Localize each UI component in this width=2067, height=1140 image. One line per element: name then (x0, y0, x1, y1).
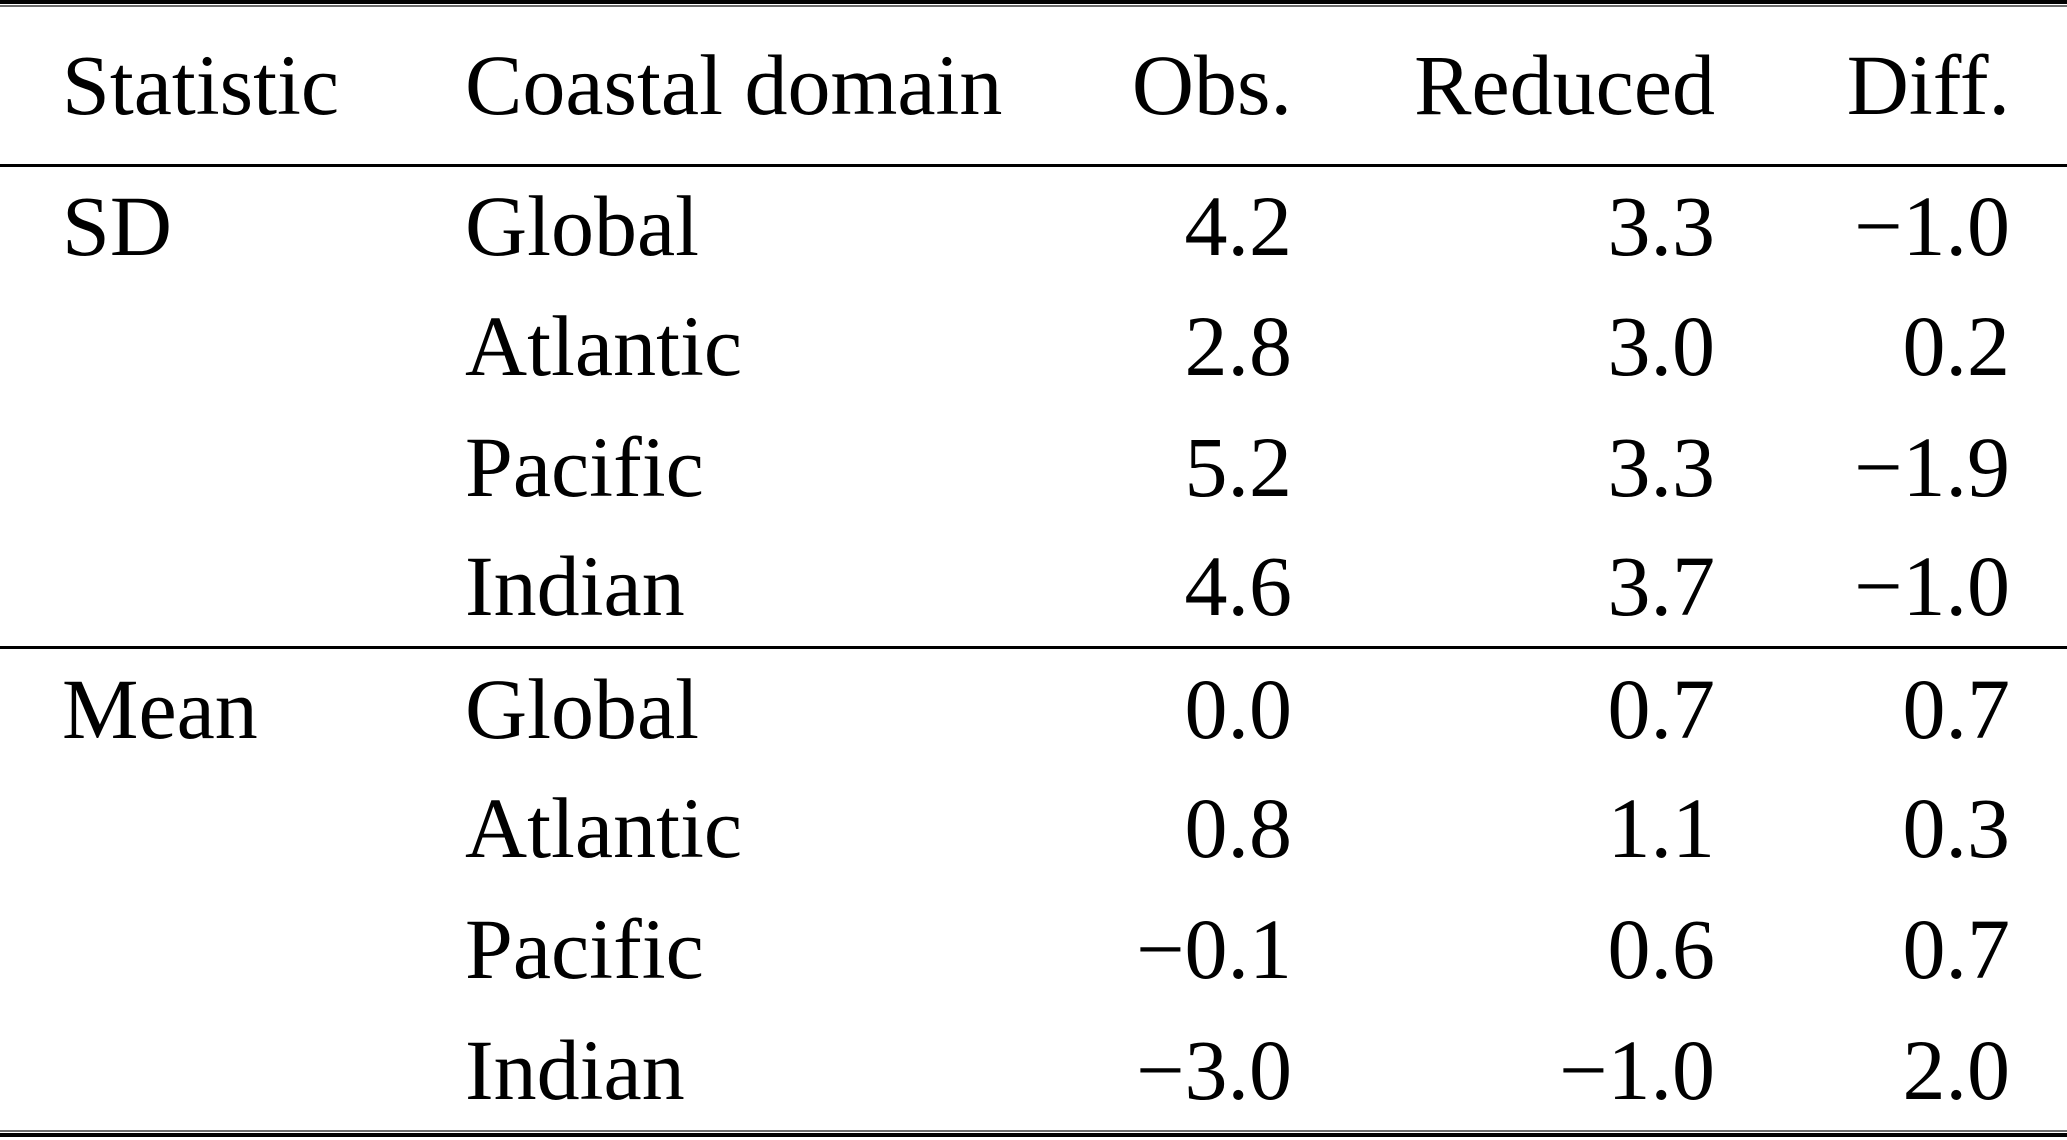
top-rule (0, 0, 2067, 7)
obs-cell: 0.0 (1184, 660, 1293, 757)
domain-cell: Pacific (465, 901, 704, 998)
section-sd: SD Global 4.2 3.3 −1.0 Atlantic 2.8 3.0 … (0, 165, 2067, 648)
obs-cell: 5.2 (1184, 418, 1293, 515)
bottom-rule-thin-line (0, 1130, 2067, 1132)
diff-cell: −1.9 (1853, 418, 2010, 515)
diff-cell: 0.7 (1902, 901, 2011, 998)
domain-cell: Indian (465, 538, 685, 635)
reduced-cell: −1.0 (1558, 1021, 1715, 1118)
table-row: Indian −3.0 −1.0 2.0 (0, 1009, 2067, 1130)
table-row: Atlantic 0.8 1.1 0.3 (0, 768, 2067, 889)
table-row: Pacific −0.1 0.6 0.7 (0, 889, 2067, 1010)
reduced-cell: 3.7 (1607, 538, 1716, 635)
reduced-cell: 3.0 (1607, 297, 1716, 394)
section-mean: Mean Global 0.0 0.7 0.7 Atlantic 0.8 1.1… (0, 648, 2067, 1131)
statistics-table: Statistic Coastal domain Obs. Reduced Di… (0, 7, 2067, 1130)
statistic-cell-empty (0, 406, 465, 527)
obs-cell: −3.0 (1135, 1021, 1292, 1118)
statistic-cell-empty (0, 889, 465, 1010)
diff-cell: 2.0 (1902, 1021, 2011, 1118)
domain-cell: Atlantic (465, 297, 743, 394)
statistic-cell-empty (0, 768, 465, 889)
domain-cell: Global (465, 178, 700, 275)
reduced-cell: 1.1 (1607, 780, 1716, 877)
reduced-cell: 0.6 (1607, 901, 1716, 998)
table-row: Indian 4.6 3.7 −1.0 (0, 527, 2067, 648)
statistic-cell: SD (62, 178, 172, 275)
col-header-obs: Obs. (1131, 37, 1292, 134)
reduced-cell: 0.7 (1607, 660, 1716, 757)
statistic-cell-empty (0, 527, 465, 648)
statistic-cell-empty (0, 286, 465, 407)
top-rule-thin-line (0, 5, 2067, 7)
col-header-reduced: Reduced (1414, 37, 1715, 134)
top-rule-thick-line (0, 0, 2067, 4)
domain-cell: Global (465, 660, 700, 757)
table-header: Statistic Coastal domain Obs. Reduced Di… (0, 7, 2067, 165)
obs-cell: 2.8 (1184, 297, 1293, 394)
bottom-rule (0, 1130, 2067, 1137)
col-header-statistic: Statistic (62, 37, 340, 134)
reduced-cell: 3.3 (1607, 418, 1716, 515)
obs-cell: −0.1 (1135, 901, 1292, 998)
col-header-coastal-domain: Coastal domain (465, 37, 1003, 134)
domain-cell: Pacific (465, 418, 704, 515)
obs-cell: 4.6 (1184, 538, 1293, 635)
diff-cell: −1.0 (1853, 178, 2010, 275)
obs-cell: 0.8 (1184, 780, 1293, 877)
table-row: Pacific 5.2 3.3 −1.9 (0, 406, 2067, 527)
table-row: SD Global 4.2 3.3 −1.0 (0, 165, 2067, 286)
header-row: Statistic Coastal domain Obs. Reduced Di… (0, 7, 2067, 165)
domain-cell: Atlantic (465, 780, 743, 877)
domain-cell: Indian (465, 1021, 685, 1118)
col-header-diff: Diff. (1846, 37, 2010, 134)
diff-cell: 0.7 (1902, 660, 2011, 757)
table-row: Atlantic 2.8 3.0 0.2 (0, 286, 2067, 407)
statistic-cell: Mean (62, 660, 258, 757)
diff-cell: 0.2 (1902, 297, 2011, 394)
obs-cell: 4.2 (1184, 178, 1293, 275)
statistic-cell-empty (0, 1009, 465, 1130)
reduced-cell: 3.3 (1607, 178, 1716, 275)
diff-cell: 0.3 (1902, 780, 2011, 877)
diff-cell: −1.0 (1853, 538, 2010, 635)
table-row: Mean Global 0.0 0.7 0.7 (0, 648, 2067, 769)
bottom-rule-thick-line (0, 1133, 2067, 1137)
